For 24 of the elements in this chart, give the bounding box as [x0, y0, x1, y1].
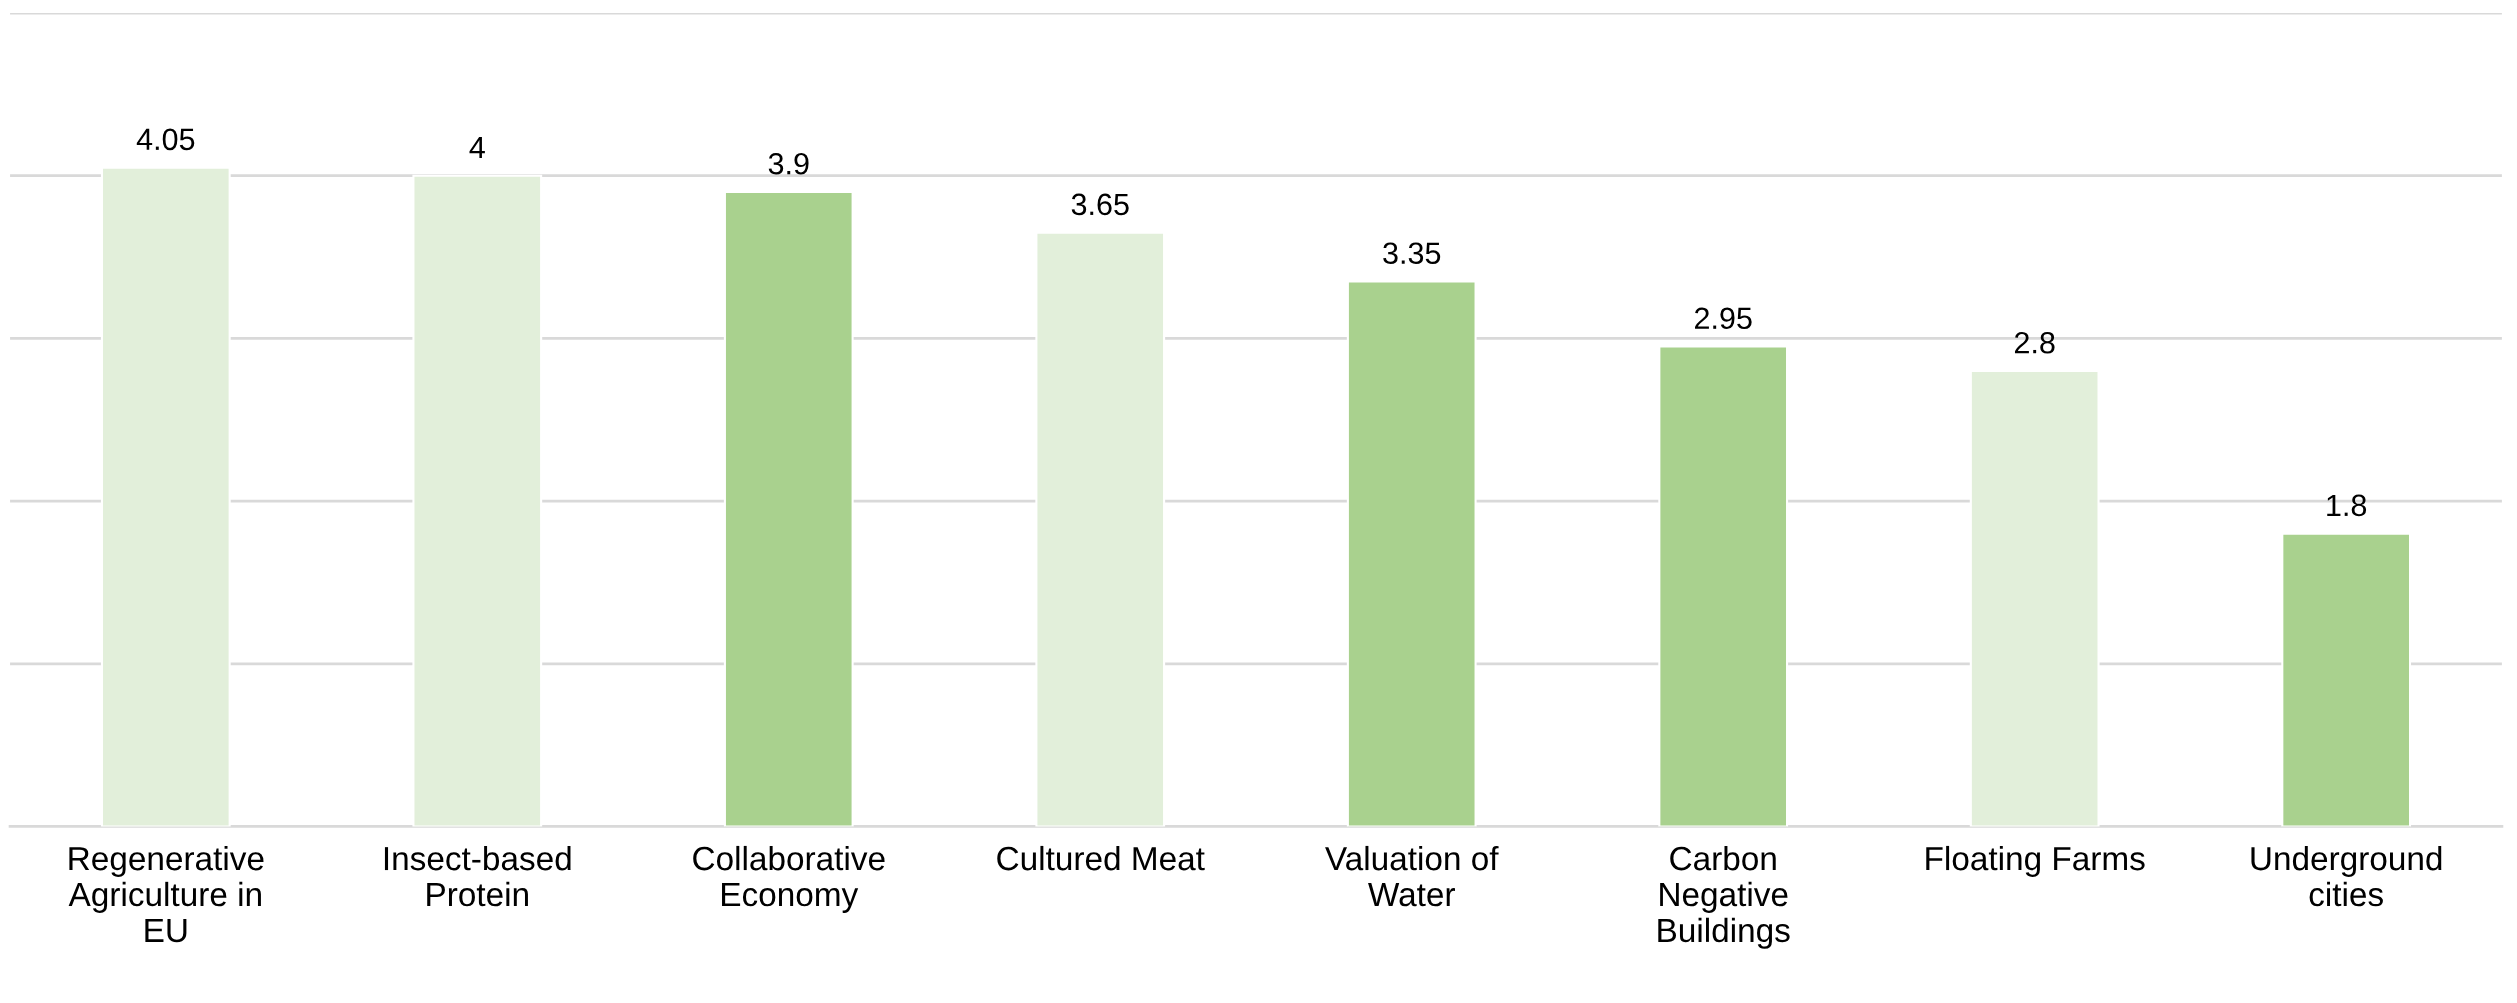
bar [723, 190, 854, 827]
data-label: 1.8 [2327, 494, 2367, 517]
x-tick-label: Regenerative Agriculture in EU [68, 845, 264, 943]
x-tick-label: Collaborative Economy [693, 845, 885, 913]
bar [100, 166, 231, 827]
data-label: 4.05 [136, 128, 195, 151]
data-label: 3.65 [1071, 193, 1129, 216]
x-tick-label: Carbon Negative Buildings [1658, 845, 1790, 949]
data-label: 3.9 [768, 152, 809, 175]
x-tick-label: Insect-based Protein [384, 845, 571, 907]
bar [412, 174, 543, 827]
x-tick-label: Underground cities [2251, 845, 2442, 907]
data-label: 2.8 [2014, 331, 2055, 354]
x-tick-label: Floating Farms [1926, 845, 2145, 877]
data-label: 4 [469, 136, 485, 158]
x-tick-label: Valuation of Water [1325, 845, 1499, 907]
bar [1969, 369, 2100, 827]
bar [1658, 345, 1789, 827]
data-label: 2.95 [1695, 307, 1752, 330]
bar [1035, 231, 1166, 827]
bar [2281, 532, 2412, 827]
data-label: 3.35 [1383, 242, 1441, 265]
bar [1346, 280, 1477, 827]
x-tick-label: Cultured Meat [997, 845, 1205, 871]
